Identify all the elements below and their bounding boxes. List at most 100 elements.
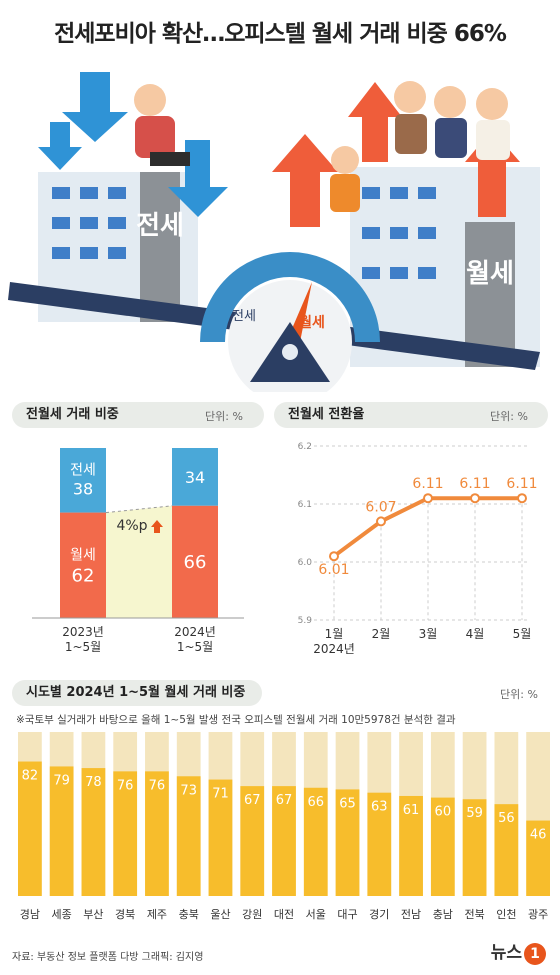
x-tick-label: 2월: [372, 627, 391, 641]
region-label: 대전: [274, 908, 294, 921]
bar-value-label: 67: [276, 793, 293, 808]
change-line: [105, 505, 173, 514]
data-point: [517, 493, 527, 504]
data-label: 6.01: [318, 562, 349, 578]
bar: [367, 792, 392, 896]
x-tick-label: 5월: [513, 627, 532, 641]
region-label: 서울: [306, 908, 326, 921]
region-label: 인천: [496, 907, 516, 921]
bar: [272, 786, 296, 896]
bar-value-label: 61: [403, 803, 420, 818]
bar-value-label: 71: [212, 787, 229, 802]
up-triangle-icon: [151, 520, 163, 533]
bar: [18, 761, 42, 896]
data-label: 6.11: [459, 476, 490, 492]
region-label: 울산: [210, 908, 230, 921]
category-label: 2024년: [174, 625, 216, 639]
bar-value-label: 66: [307, 795, 324, 810]
region-label: 강원: [242, 908, 262, 921]
panel1-unit: 단위: %: [205, 410, 243, 423]
bar-value-label: 59: [466, 806, 483, 821]
bar-value-label: 63: [371, 800, 388, 815]
x-tick-label: 4월: [466, 627, 485, 641]
region-label: 대구: [337, 908, 357, 921]
region-label: 세종: [52, 908, 72, 921]
bar-value-label: 67: [244, 793, 261, 808]
x-tick-label: 2024년: [313, 642, 355, 656]
bar-value-label: 73: [180, 783, 197, 798]
jeonse-bar: [60, 448, 106, 513]
bar-value-label: 79: [53, 773, 70, 788]
y-tick-label: 6.1: [298, 500, 312, 510]
x-tick-label: 3월: [419, 627, 438, 641]
news1-logo: 뉴스 1: [491, 938, 546, 965]
y-tick-label: 6.0: [298, 558, 313, 568]
source-credit: 자료: 부동산 정보 플랫폼 다방 그래픽: 김지영: [12, 952, 204, 963]
category-label: 1~5월: [177, 640, 213, 654]
bar: [526, 820, 550, 896]
region-label: 경기: [369, 908, 389, 921]
data-point: [470, 493, 480, 504]
data-label: 6.11: [412, 476, 443, 492]
wolse-bar: [172, 505, 218, 618]
bar-value-label: 76: [117, 778, 134, 793]
bar: [240, 786, 265, 896]
gauge-dial: [200, 252, 380, 392]
bar: [462, 799, 487, 896]
down-arrows: [38, 72, 228, 217]
panel3-note: ※국토부 실거래가 바탕으로 올해 1~5월 발생 전국 오피스텔 전월세 거래…: [16, 714, 456, 726]
region-label: 전남: [401, 908, 421, 921]
bar: [494, 804, 519, 896]
change-label: 4%p: [116, 518, 147, 534]
data-point: [329, 551, 339, 562]
bar: [113, 771, 138, 896]
regional-bar-chart: 82 경남 79 세종 78 부산 76 경북 76 제주 73 충북 71 울산 67 강원 67 대전 66 서울…: [18, 732, 550, 921]
gauge-left-label: 전세: [232, 309, 256, 324]
bar: [81, 768, 106, 896]
data-label: 6.11: [506, 476, 537, 492]
region-label: 전북: [464, 908, 484, 921]
jeonse-bar: [172, 448, 218, 506]
gauge-right-label: 월세: [299, 314, 325, 331]
wolse-value-label: 66: [184, 552, 207, 573]
data-point: [376, 516, 386, 527]
bar: [176, 776, 201, 896]
panel2-heading: 전월세 전환율: [274, 402, 548, 428]
jeonse-value-label: 38: [73, 479, 93, 498]
data-point: [423, 493, 433, 504]
jeonse-value-label: 34: [185, 468, 205, 487]
panel1-heading: 전월세 거래 비중: [12, 402, 264, 428]
bar-value-label: 65: [339, 796, 356, 811]
page-title: 전세포비아 확산…오피스텔 월세 거래 비중 66%: [54, 21, 507, 47]
region-label: 충남: [433, 908, 453, 921]
y-tick-label: 5.9: [298, 616, 313, 626]
bar: [303, 787, 328, 896]
region-label: 충북: [179, 908, 199, 921]
bar: [430, 797, 455, 896]
bar-value-label: 56: [498, 811, 515, 826]
bar-value-label: 82: [22, 769, 39, 784]
change-band: [106, 505, 172, 618]
seated-man-figure: [134, 84, 190, 166]
region-label: 경남: [20, 908, 40, 921]
bar: [335, 789, 360, 896]
x-tick-label: 1월: [325, 627, 344, 641]
wolse-value-label: 62: [72, 565, 95, 586]
bar-value-label: 60: [435, 805, 452, 820]
bar: [49, 766, 74, 896]
region-label: 부산: [83, 908, 103, 921]
bar: [208, 779, 233, 896]
category-label: 1~5월: [65, 640, 101, 654]
panel3-heading-text: 시도별 2024년 1~5월 월세 거래 비중: [26, 685, 246, 700]
logo-badge: 1: [524, 943, 546, 965]
category-label: 2023년: [62, 625, 104, 639]
jeonse-illustration-label: 전세: [136, 211, 184, 241]
logo-text: 뉴스: [490, 943, 522, 963]
seesaw-illustration: 전세 월세: [8, 72, 540, 392]
wolse-series-label: 월세: [70, 547, 96, 563]
data-label: 6.07: [365, 499, 396, 515]
panel2-heading-text: 전월세 전환율: [288, 407, 365, 422]
region-label: 경북: [115, 908, 135, 921]
panel3-unit: 단위: %: [500, 688, 538, 701]
